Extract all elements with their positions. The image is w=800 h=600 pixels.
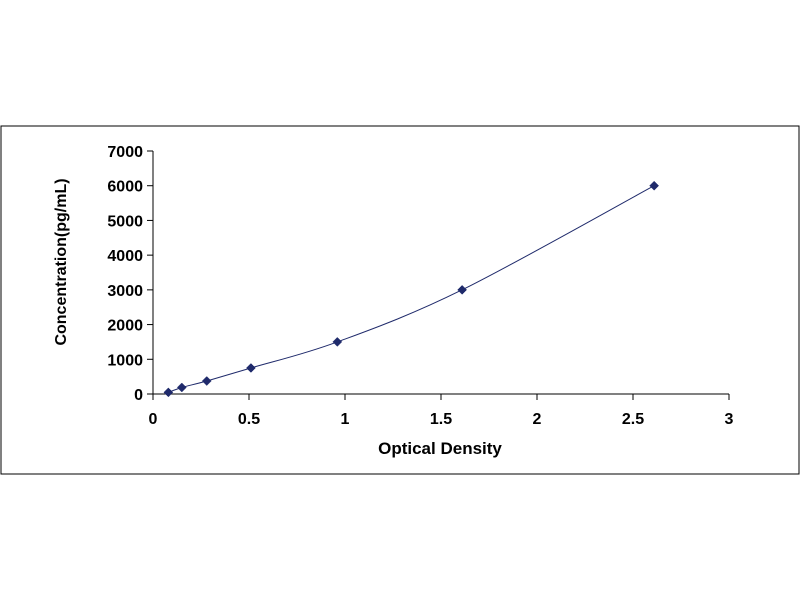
axes: 0 1000 2000 3000 4000 5000 6000 7000 0 0.5 1 1.5 2 2.… xyxy=(107,144,733,428)
x-tick-label: 0 xyxy=(149,411,158,428)
data-point xyxy=(201,376,212,386)
y-tick-label: 2000 xyxy=(107,318,143,335)
x-tick-label: 2.5 xyxy=(622,411,644,428)
data-point xyxy=(457,285,467,295)
x-tick-label: 1 xyxy=(341,411,350,428)
chart-border xyxy=(0,125,800,475)
y-tick-label: 7000 xyxy=(107,144,143,161)
data-point xyxy=(649,180,659,191)
x-tick-label: 1.5 xyxy=(430,411,452,428)
y-tick-label: 0 xyxy=(134,387,143,404)
data-point xyxy=(176,382,187,393)
y-tick-label: 4000 xyxy=(107,248,143,265)
y-tick-label: 1000 xyxy=(107,352,143,369)
data-point xyxy=(332,337,343,347)
y-tick-label: 3000 xyxy=(107,283,143,300)
y-tick-label: 6000 xyxy=(107,179,143,196)
x-axis-label: Optical Density xyxy=(378,439,502,458)
x-tick-label: 2 xyxy=(533,411,542,428)
y-axis-label: Concentration(pg/mL) xyxy=(53,178,70,345)
data-points-layer xyxy=(163,180,659,398)
y-tick-label: 5000 xyxy=(107,213,143,230)
x-tick-label: 0.5 xyxy=(238,411,260,428)
data-point xyxy=(163,387,174,398)
x-tick-label: 3 xyxy=(725,411,734,428)
data-point xyxy=(246,363,256,373)
